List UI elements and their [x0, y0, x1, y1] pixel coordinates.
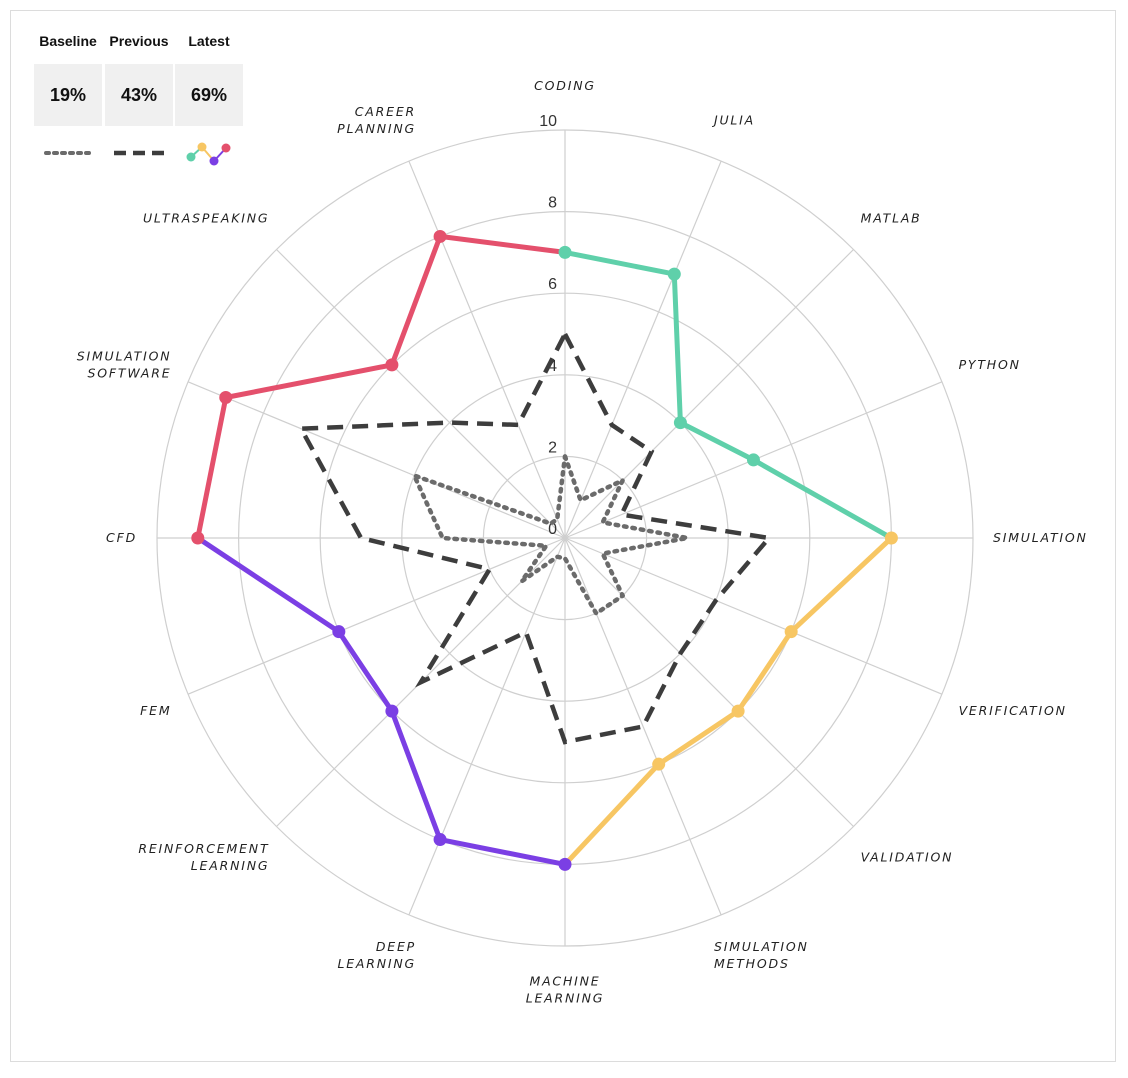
radial-tick-labels: 0 2 4 6 8 10 — [539, 113, 557, 538]
legend-latest: Latest 69% — [175, 30, 243, 126]
multicolor-line-swatch-icon — [186, 142, 231, 166]
axis-label: DEEP LEARNING — [337, 939, 416, 971]
axis-label: PYTHON — [959, 357, 1021, 372]
grid-spoke — [564, 249, 854, 539]
axis-label: FEM — [140, 703, 171, 718]
series-baseline-line — [411, 454, 690, 616]
series-latest-segment — [195, 233, 568, 541]
axis-label-line: CAREER — [355, 104, 416, 119]
dashed-line-swatch-icon — [114, 150, 166, 156]
legend-previous-value: 43% — [105, 64, 173, 126]
axis-label-line: VALIDATION — [861, 850, 954, 865]
grid-spoke — [564, 537, 722, 916]
axis-label-line: MACHINE — [530, 974, 601, 989]
legend-baseline: Baseline 19% — [34, 30, 102, 126]
axis-label: MATLAB — [861, 210, 922, 225]
grid-spoke — [187, 381, 566, 539]
series-latest-point — [433, 833, 447, 847]
radial-tick-label: 2 — [548, 439, 557, 456]
axis-label: MACHINE LEARNING — [526, 974, 605, 1006]
radial-tick-label: 8 — [548, 195, 557, 212]
legend-latest-value: 69% — [175, 64, 243, 126]
axis-label: CODING — [534, 78, 596, 93]
axis-label: SIMULATION METHODS — [714, 939, 809, 971]
grid-spoke — [408, 537, 566, 916]
axis-label: VERIFICATION — [959, 703, 1067, 718]
axis-label-line: LEARNING — [337, 956, 416, 971]
legend-previous: Previous 43% — [105, 30, 173, 126]
series-latest-point — [332, 625, 346, 639]
legend-latest-label: Latest — [188, 33, 230, 49]
grid-spoke — [564, 537, 854, 827]
axis-label-line: LEARNING — [526, 991, 605, 1006]
series-latest-point — [433, 229, 447, 243]
legend-previous-label: Previous — [109, 33, 169, 49]
axis-labels: CODING JULIA MATLAB PYTHON SIMULATION VERIFIC… — [77, 78, 1088, 1006]
legend-baseline-value: 19% — [34, 64, 102, 126]
axis-label-line: PYTHON — [959, 357, 1021, 372]
grid-spoke — [408, 160, 566, 539]
axis-label-line: SOFTWARE — [88, 366, 172, 381]
series-latest-point — [558, 245, 572, 259]
series-latest-segment — [195, 535, 568, 867]
grid-spoke — [187, 537, 566, 695]
series-latest-point — [784, 625, 798, 639]
series-latest-point — [673, 416, 687, 430]
series-latest-point — [191, 531, 205, 545]
axis-label-line: DEEP — [376, 939, 416, 954]
axis-label: CAREER PLANNING — [337, 104, 416, 136]
axis-label-line: SIMULATION — [993, 530, 1088, 545]
series-latest-point — [731, 704, 745, 718]
grid-spoke — [564, 160, 722, 539]
axis-label: REINFORCEMENT LEARNING — [138, 841, 269, 873]
axis-label-line: VERIFICATION — [959, 703, 1067, 718]
series-latest-point — [652, 757, 666, 771]
axis-label: CFD — [106, 530, 137, 545]
series-latest-point — [884, 531, 898, 545]
axis-label-line: ULTRASPEAKING — [143, 210, 269, 225]
series-latest-point — [667, 267, 681, 281]
radial-tick-label: 0 — [548, 521, 557, 538]
axis-label-line: SIMULATION — [714, 939, 809, 954]
axis-label-line: JULIA — [711, 112, 755, 127]
grid-spoke — [276, 249, 566, 539]
axis-label: ULTRASPEAKING — [143, 210, 269, 225]
axis-label-line: PLANNING — [337, 121, 416, 136]
axis-label: SIMULATION — [993, 530, 1088, 545]
dotted-line-swatch-icon — [44, 151, 94, 155]
radial-tick-label: 4 — [548, 358, 557, 375]
axis-label: VALIDATION — [861, 850, 954, 865]
series-layer — [191, 229, 898, 871]
axis-label-line: CFD — [106, 530, 137, 545]
legend-baseline-label: Baseline — [39, 33, 97, 49]
grid-spoke — [564, 537, 943, 695]
series-latest-point — [746, 453, 760, 467]
axis-label-line: METHODS — [714, 956, 790, 971]
series-previous-line — [297, 332, 774, 745]
axis-label: JULIA — [711, 112, 755, 127]
axis-label-line: SIMULATION — [77, 349, 172, 364]
axis-label-line: LEARNING — [191, 858, 270, 873]
axis-label: SIMULATION SOFTWARE — [77, 349, 172, 381]
series-latest-point — [219, 390, 233, 404]
series-latest-point — [385, 704, 399, 718]
axis-label-line: CODING — [534, 78, 596, 93]
axis-label-line: MATLAB — [861, 210, 922, 225]
series-latest-point — [385, 358, 399, 372]
series-latest-point — [558, 857, 572, 871]
radial-tick-label: 6 — [548, 276, 557, 293]
radial-tick-label: 10 — [539, 113, 557, 130]
axis-label-line: REINFORCEMENT — [138, 841, 269, 856]
axis-label-line: FEM — [140, 703, 171, 718]
